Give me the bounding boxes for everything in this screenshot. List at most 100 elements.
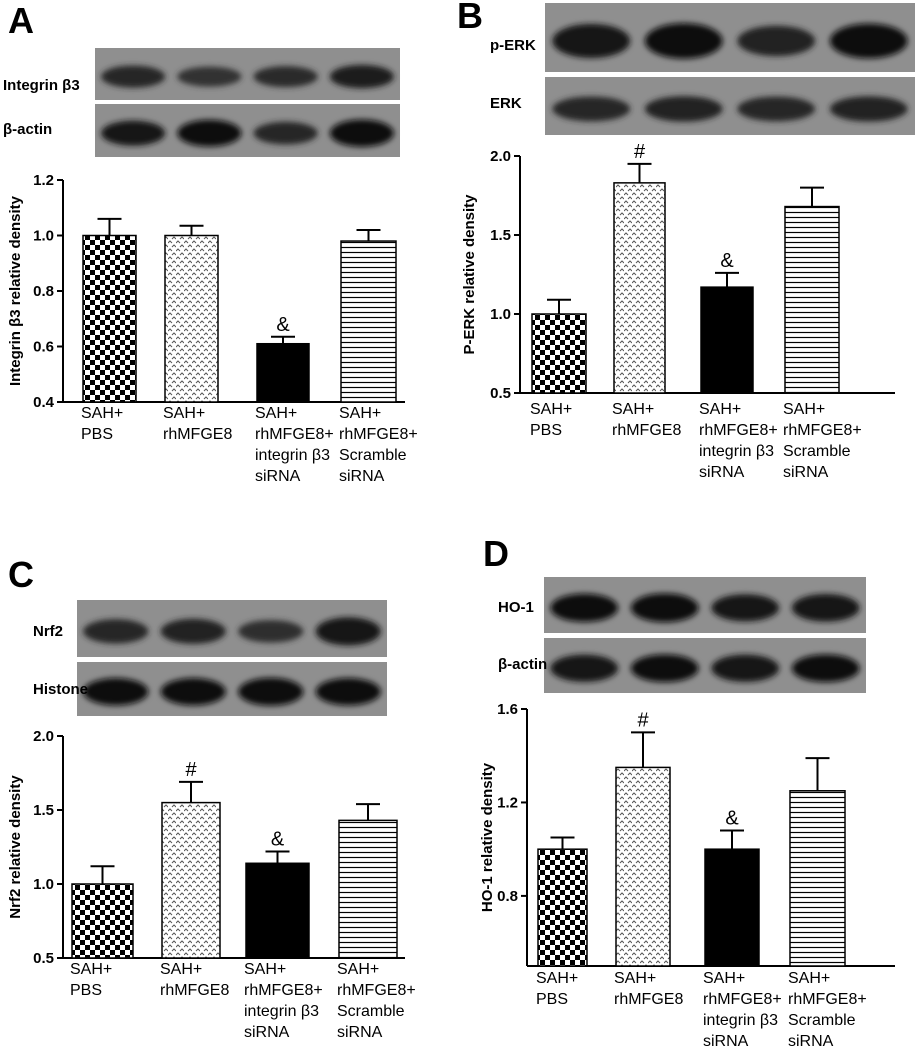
blot-band [177,119,242,147]
category-label-line: PBS [536,991,568,1008]
blot-strip: β-actin [498,638,866,693]
y-tick-label: 0.4 [33,394,55,411]
category-label-line: Scramble [339,447,407,464]
bar [700,286,754,394]
y-tick-label: 1.0 [490,306,511,323]
category-label-line: rhMFGE8 [163,426,232,443]
bar-group: SAH+ PBS [530,298,587,439]
bar-group: SAH+ rhMFGE8+ Scramble siRNA [337,803,416,1041]
category-label: SAH+ PBS [81,405,123,443]
blot-band [644,96,723,122]
blot-label: Histone [33,681,88,698]
blot-strip: p-ERK [490,3,915,72]
category-label-line: rhMFGE8+ [699,422,778,439]
figure-layer: A Integrin β3 β-actin 0.4 0.6 0.8 1.0 1.2 Integr… [3,0,915,1050]
category-label-line: siRNA [703,1033,749,1050]
y-tick-label: 0.8 [497,888,518,905]
panel-letter: C [8,554,34,595]
category-label-line: integrin β3 [703,1012,778,1029]
bar [245,862,310,959]
category-label-line: rhMFGE8+ [703,991,782,1008]
category-label-line: SAH+ [337,961,379,978]
category-label-line: PBS [530,422,562,439]
blot-strip: ERK [490,77,915,135]
bar-group: # SAH+ rhMFGE8 [612,141,681,439]
blot-band [791,593,860,622]
category-label-line: PBS [70,982,102,999]
panel-letter: B [457,0,483,36]
category-label-line: SAH+ [160,961,202,978]
significance-mark: # [185,759,197,781]
blot-band [329,64,394,89]
category-label-line: SAH+ [255,405,297,422]
category-label-line: PBS [81,426,113,443]
category-label-line: rhMFGE8 [160,982,229,999]
bar [164,234,219,403]
y-tick-label: 1.6 [497,701,518,718]
y-tick-label: 1.0 [33,228,54,245]
significance-mark: & [725,807,739,829]
bar-group: SAH+ rhMFGE8+ Scramble siRNA [783,186,862,481]
bar-group: & SAH+ rhMFGE8+ integrin β3 siRNA [255,314,334,485]
category-label: SAH+ rhMFGE8 [163,405,232,443]
blot-band [630,593,699,623]
category-label-line: Scramble [783,443,851,460]
y-tick-label: 1.0 [33,876,54,893]
blot-band [238,620,304,643]
bar-group: SAH+ PBS [81,217,137,443]
bar-group: SAH+ rhMFGE8 [163,224,232,443]
category-label: SAH+ rhMFGE8+ integrin β3 siRNA [703,970,782,1050]
category-label: SAH+ rhMFGE8+ integrin β3 siRNA [699,401,778,481]
bar [537,848,588,967]
blot-strip: Integrin β3 [3,48,400,100]
blot-strip: β-actin [3,104,400,157]
bar-group: # SAH+ rhMFGE8 [614,709,683,1008]
category-label-line: Scramble [788,1012,856,1029]
panel-c: C Nrf2 Histone 0.5 1.0 1.5 2.0 Nrf2 relative de… [7,554,416,1041]
category-label-line: rhMFGE8 [614,991,683,1008]
blot-band [711,594,780,622]
blot-band [550,593,619,622]
significance-mark: & [276,314,290,336]
bar-group: # SAH+ rhMFGE8 [160,759,229,999]
blot-band [83,678,149,706]
blot-separator [77,657,387,662]
bar-group: SAH+ rhMFGE8+ Scramble siRNA [339,228,418,485]
blot-separator [545,72,915,77]
chart-axes: 0.5 1.0 1.5 2.0 Nrf2 relative density [7,728,405,967]
y-axis-title: HO-1 relative density [479,762,496,912]
category-label-line: siRNA [337,1024,383,1041]
bar-group: SAH+ rhMFGE8+ Scramble siRNA [788,757,867,1050]
category-label-line: rhMFGE8+ [244,982,323,999]
bar [340,240,397,403]
category-label-line: SAH+ [612,401,654,418]
blot-band [552,96,631,122]
y-tick-label: 2.0 [33,728,54,745]
y-tick-label: 1.5 [33,802,54,819]
category-label-line: SAH+ [788,970,830,987]
blot-band [711,654,780,682]
category-label-line: siRNA [255,468,301,485]
blot-label: β-actin [3,121,52,138]
category-label: SAH+ PBS [530,401,572,439]
blot-band [829,23,908,59]
bar [256,342,310,403]
category-label: SAH+ rhMFGE8+ integrin β3 siRNA [244,961,323,1041]
bar-group: SAH+ PBS [70,865,134,999]
y-tick-label: 0.8 [33,283,54,300]
category-label: SAH+ rhMFGE8 [612,401,681,439]
category-label-line: integrin β3 [255,447,330,464]
blot-separator [544,633,866,638]
blot-band [329,119,394,147]
blot-band [315,678,381,706]
bar [784,205,840,394]
blot-strip: HO-1 [498,577,866,633]
category-label-line: SAH+ [244,961,286,978]
panel-b: Bp-ERK ERK 0.5 1.0 1.5 2.0 P-ERK relative dens… [457,0,915,481]
category-label-line: Scramble [337,1003,405,1020]
y-tick-label: 1.2 [33,172,54,189]
y-tick-label: 1.2 [497,794,518,811]
y-tick-label: 0.5 [33,950,54,967]
blot-band [160,678,226,706]
